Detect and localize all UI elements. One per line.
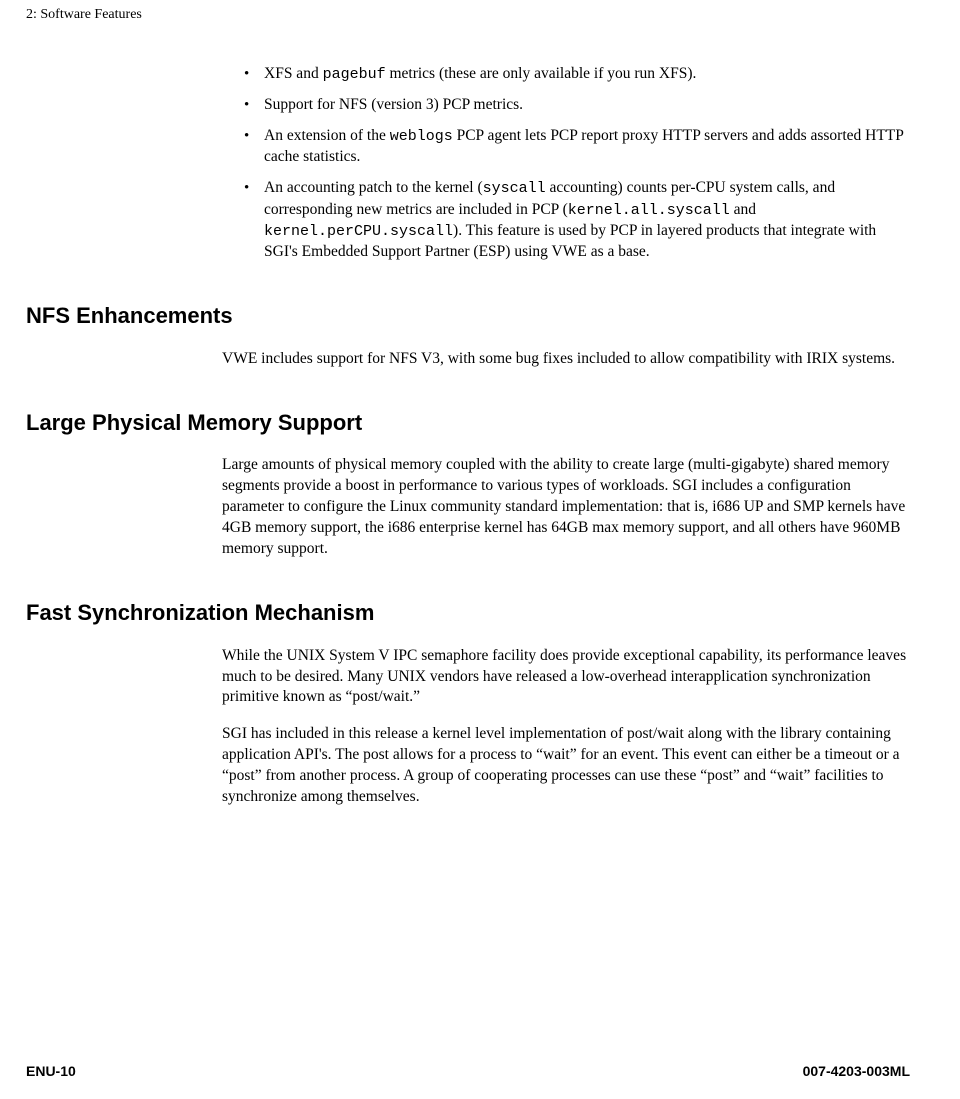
code-text: syscall (483, 180, 546, 197)
bullet-text-pre: An extension of the (264, 127, 390, 144)
section-heading-nfs: NFS Enhancements (26, 301, 960, 331)
list-item: Support for NFS (version 3) PCP metrics. (242, 95, 910, 116)
section-body-sync-p1: While the UNIX System V IPC semaphore fa… (222, 646, 910, 709)
bullet-text-p3: and (730, 201, 756, 218)
code-text: pagebuf (323, 66, 386, 83)
list-item: An accounting patch to the kernel (sysca… (242, 178, 910, 263)
page-content: XFS and pagebuf metrics (these are only … (0, 64, 960, 824)
code-text: kernel.all.syscall (568, 202, 730, 219)
bullet-text-pre: XFS and (264, 65, 323, 82)
list-item: XFS and pagebuf metrics (these are only … (242, 64, 910, 85)
page-header: 2: Software Features (26, 6, 142, 25)
bullet-text-p1: An accounting patch to the kernel ( (264, 179, 483, 196)
bullet-text-post: metrics (these are only available if you… (386, 65, 697, 82)
section-body-memory: Large amounts of physical memory coupled… (222, 455, 910, 560)
section-heading-memory: Large Physical Memory Support (26, 408, 960, 438)
section-body-nfs: VWE includes support for NFS V3, with so… (222, 349, 910, 370)
section-heading-sync: Fast Synchronization Mechanism (26, 598, 960, 628)
list-item: An extension of the weblogs PCP agent le… (242, 126, 910, 168)
footer-page-number: ENU-10 (26, 1062, 76, 1081)
bullet-text: Support for NFS (version 3) PCP metrics. (264, 96, 523, 113)
code-text: weblogs (390, 128, 453, 145)
footer-doc-id: 007-4203-003ML (803, 1062, 910, 1081)
feature-bullet-list: XFS and pagebuf metrics (these are only … (242, 64, 910, 263)
code-text: kernel.perCPU.syscall (264, 223, 453, 240)
section-body-sync-p2: SGI has included in this release a kerne… (222, 724, 910, 808)
